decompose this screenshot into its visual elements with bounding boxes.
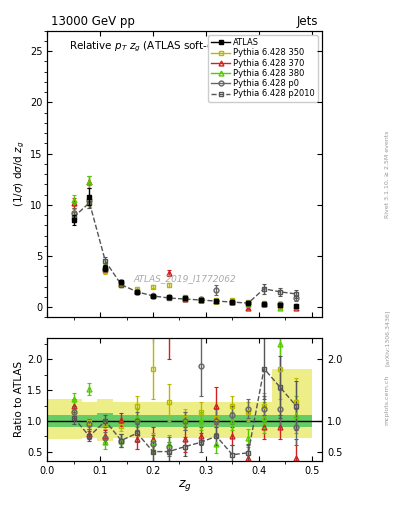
Text: Jets: Jets — [297, 15, 318, 28]
Y-axis label: Ratio to ATLAS: Ratio to ATLAS — [14, 361, 24, 437]
Text: [arXiv:1306.3436]: [arXiv:1306.3436] — [385, 310, 389, 366]
Y-axis label: (1/$\sigma$) d$\sigma$/d $z_g$: (1/$\sigma$) d$\sigma$/d $z_g$ — [13, 141, 27, 207]
Text: mcplots.cern.ch: mcplots.cern.ch — [385, 374, 389, 424]
Text: ATLAS_2019_I1772062: ATLAS_2019_I1772062 — [133, 274, 236, 283]
Text: Rivet 3.1.10, ≥ 2.5M events: Rivet 3.1.10, ≥ 2.5M events — [385, 131, 389, 218]
X-axis label: $z_g$: $z_g$ — [178, 478, 192, 494]
Text: 13000 GeV pp: 13000 GeV pp — [51, 15, 135, 28]
Legend: ATLAS, Pythia 6.428 350, Pythia 6.428 370, Pythia 6.428 380, Pythia 6.428 p0, Py: ATLAS, Pythia 6.428 350, Pythia 6.428 37… — [208, 35, 318, 102]
Text: Relative $p_T$ $z_g$ (ATLAS soft-drop observables): Relative $p_T$ $z_g$ (ATLAS soft-drop ob… — [68, 39, 301, 54]
